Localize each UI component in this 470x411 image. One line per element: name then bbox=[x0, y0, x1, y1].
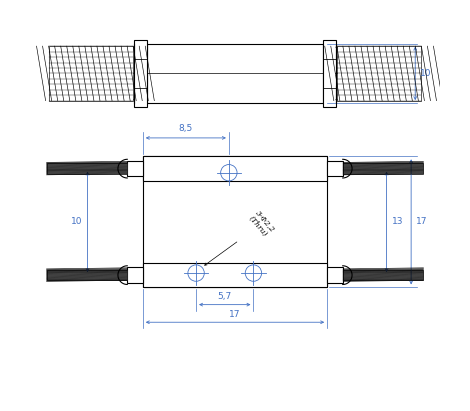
Bar bbox=[337, 46, 422, 101]
Text: 10: 10 bbox=[71, 217, 83, 226]
Bar bbox=[323, 39, 336, 107]
Bar bbox=[327, 161, 343, 176]
Bar bbox=[127, 267, 143, 283]
Bar bbox=[134, 39, 147, 107]
Text: 17: 17 bbox=[416, 217, 428, 226]
Text: 13: 13 bbox=[392, 217, 403, 226]
Text: 10: 10 bbox=[420, 69, 431, 78]
Bar bbox=[47, 270, 127, 280]
Bar bbox=[47, 163, 127, 174]
Bar bbox=[143, 263, 327, 287]
Bar bbox=[343, 270, 423, 280]
Bar bbox=[327, 267, 343, 283]
Bar bbox=[343, 163, 423, 174]
Bar bbox=[147, 44, 323, 103]
Bar bbox=[143, 156, 327, 181]
Bar bbox=[127, 161, 143, 176]
Text: 3-Φ2,2
(Thru): 3-Φ2,2 (Thru) bbox=[247, 208, 277, 239]
Text: 8,5: 8,5 bbox=[179, 124, 193, 133]
Text: 17: 17 bbox=[229, 310, 241, 319]
Text: 5,7: 5,7 bbox=[218, 292, 232, 301]
Bar bbox=[143, 156, 327, 287]
Bar bbox=[48, 46, 133, 101]
